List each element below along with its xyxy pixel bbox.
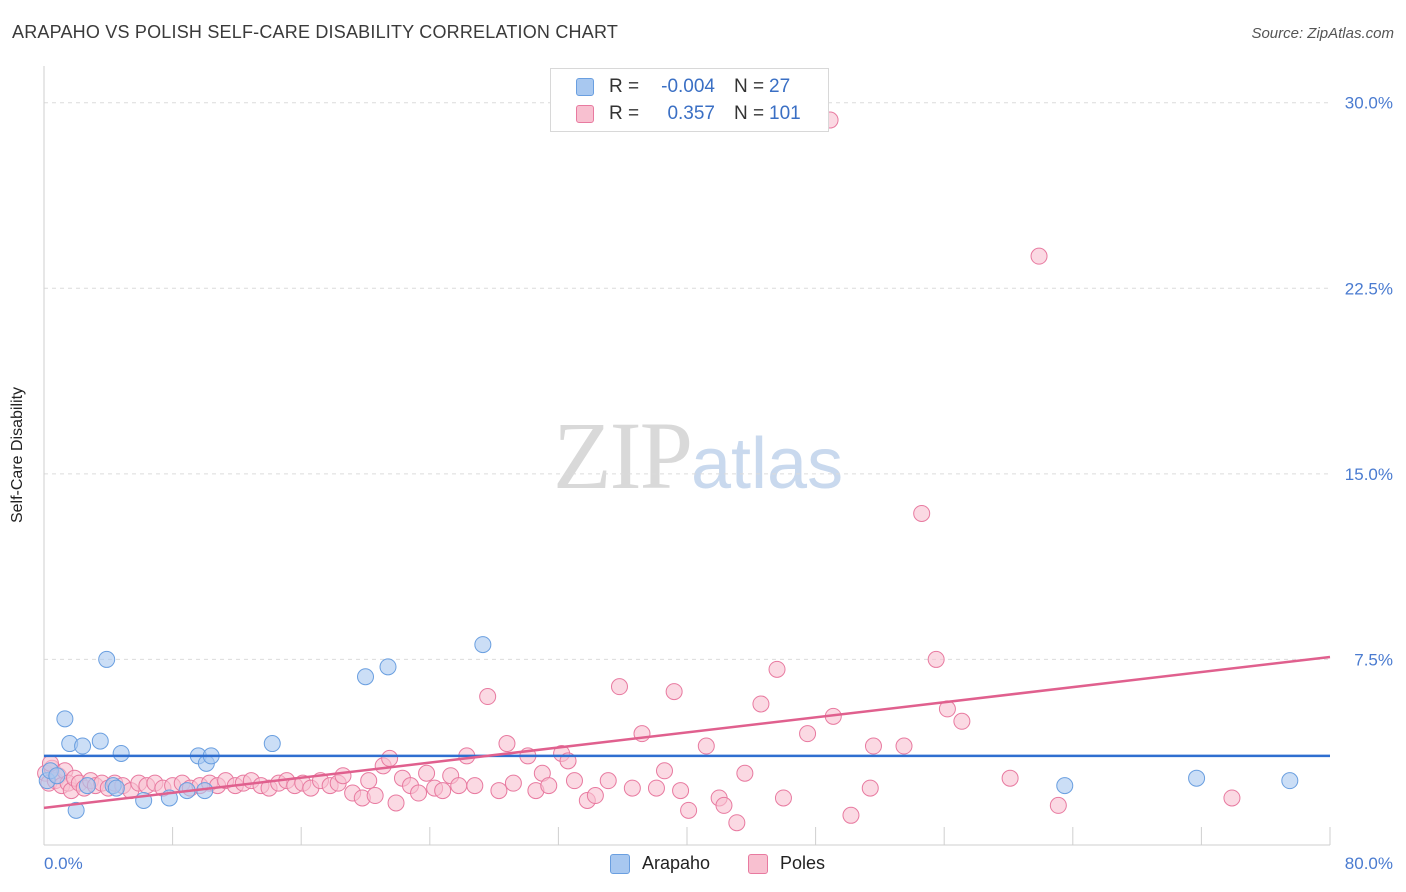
- watermark-zip: ZIP: [553, 402, 693, 509]
- legend-n-label: N =: [734, 76, 765, 97]
- legend-swatch-poles: [748, 854, 768, 874]
- legend-swatch-arapaho: [576, 78, 594, 96]
- series-legend: Arapaho Poles: [0, 852, 1406, 878]
- poles-point: [410, 784, 428, 802]
- poles-point: [672, 782, 690, 800]
- legend-label-poles: Poles: [780, 853, 826, 873]
- poles-point: [665, 683, 683, 701]
- poles-point: [752, 695, 770, 713]
- poles-point: [1049, 796, 1067, 814]
- poles-point: [360, 772, 378, 790]
- y-axis-label: Self-Care Disability: [9, 386, 26, 524]
- poles-point: [586, 787, 604, 805]
- poles-point: [1030, 247, 1048, 265]
- axes: [43, 66, 1331, 846]
- trend-lines: [43, 655, 1331, 810]
- poles-point: [434, 782, 452, 800]
- x-tick-label: 80.0%: [1345, 854, 1393, 873]
- arapaho-point: [474, 636, 492, 654]
- legend-n-value: 27: [769, 76, 791, 97]
- poles-point: [490, 782, 508, 800]
- arapaho-point: [1056, 777, 1074, 795]
- stats-legend: R = -0.004 N = 27 R = 0.357 N = 101: [550, 68, 829, 132]
- legend-r-value: 0.357: [667, 103, 715, 124]
- poles-point: [498, 735, 516, 753]
- source-label: Source: ZipAtlas.com: [1251, 25, 1394, 42]
- poles-point: [680, 801, 698, 819]
- arapaho-point: [112, 744, 130, 762]
- arapaho-point: [91, 732, 109, 750]
- legend-swatch-arapaho: [610, 854, 630, 874]
- poles-point: [927, 650, 945, 668]
- tick-labels: 7.5% 15.0% 22.5% 30.0% 0.0% 80.0%: [44, 94, 1393, 873]
- arapaho-point: [48, 767, 66, 785]
- poles-point: [599, 772, 617, 790]
- arapaho-point: [379, 658, 397, 676]
- poles-point: [479, 688, 497, 706]
- poles-point: [450, 777, 468, 795]
- arapaho-point: [98, 650, 116, 668]
- poles-point: [913, 504, 931, 522]
- x-tick-label: 0.0%: [44, 854, 83, 873]
- arapaho-point: [357, 668, 374, 686]
- arapaho-points: [38, 636, 1299, 819]
- chart-title: ARAPAHO VS POLISH SELF-CARE DISABILITY C…: [12, 22, 619, 42]
- legend-r-label: R =: [609, 76, 640, 97]
- arapaho-point: [107, 779, 125, 797]
- poles-point: [610, 678, 628, 696]
- arapaho-point: [67, 801, 85, 819]
- arapaho-point: [78, 777, 96, 795]
- poles-trend-line: [43, 655, 1331, 810]
- watermark: ZIPatlas: [553, 400, 843, 511]
- poles-point: [895, 737, 913, 755]
- legend-r-value: -0.004: [661, 76, 715, 97]
- poles-point: [381, 749, 399, 767]
- poles-point: [334, 767, 352, 785]
- poles-point: [655, 762, 673, 780]
- arapaho-point: [74, 737, 92, 755]
- poles-point: [768, 660, 786, 678]
- poles-point: [953, 712, 971, 730]
- poles-point: [565, 772, 583, 790]
- legend-swatch-poles: [576, 105, 594, 123]
- y-tick-label: 30.0%: [1345, 94, 1393, 113]
- poles-point: [864, 737, 882, 755]
- poles-point: [728, 814, 746, 832]
- poles-point: [647, 779, 665, 797]
- poles-point: [842, 806, 860, 824]
- poles-point: [418, 764, 436, 782]
- poles-point: [799, 725, 817, 743]
- y-tick-label: 7.5%: [1354, 650, 1393, 669]
- grid: [44, 102, 1330, 660]
- watermark-atlas: atlas: [691, 424, 844, 504]
- legend-n-value: 101: [769, 103, 801, 124]
- legend-row-arapaho: R = -0.004 N = 27: [551, 74, 828, 100]
- arapaho-point: [263, 735, 281, 753]
- poles-point: [715, 796, 733, 814]
- poles-point: [736, 764, 754, 782]
- arapaho-point: [56, 710, 74, 728]
- arapaho-point: [1188, 769, 1206, 787]
- poles-point: [366, 787, 384, 805]
- y-tick-label: 22.5%: [1345, 279, 1393, 298]
- legend-n-label: N =: [734, 103, 765, 124]
- poles-point: [623, 779, 641, 797]
- legend-label-arapaho: Arapaho: [642, 853, 711, 873]
- poles-point: [1223, 789, 1241, 807]
- poles-point: [1001, 769, 1019, 787]
- arapaho-point: [1281, 772, 1299, 790]
- poles-point: [466, 777, 484, 795]
- y-tick-label: 15.0%: [1345, 465, 1393, 484]
- poles-point: [861, 779, 879, 797]
- poles-point: [697, 737, 715, 755]
- poles-point: [774, 789, 792, 807]
- poles-point: [387, 794, 405, 812]
- legend-r-label: R =: [609, 103, 640, 124]
- poles-point: [540, 777, 558, 795]
- legend-row-poles: R = 0.357 N = 101: [551, 101, 828, 127]
- poles-points: [37, 111, 1241, 832]
- poles-point: [504, 774, 522, 792]
